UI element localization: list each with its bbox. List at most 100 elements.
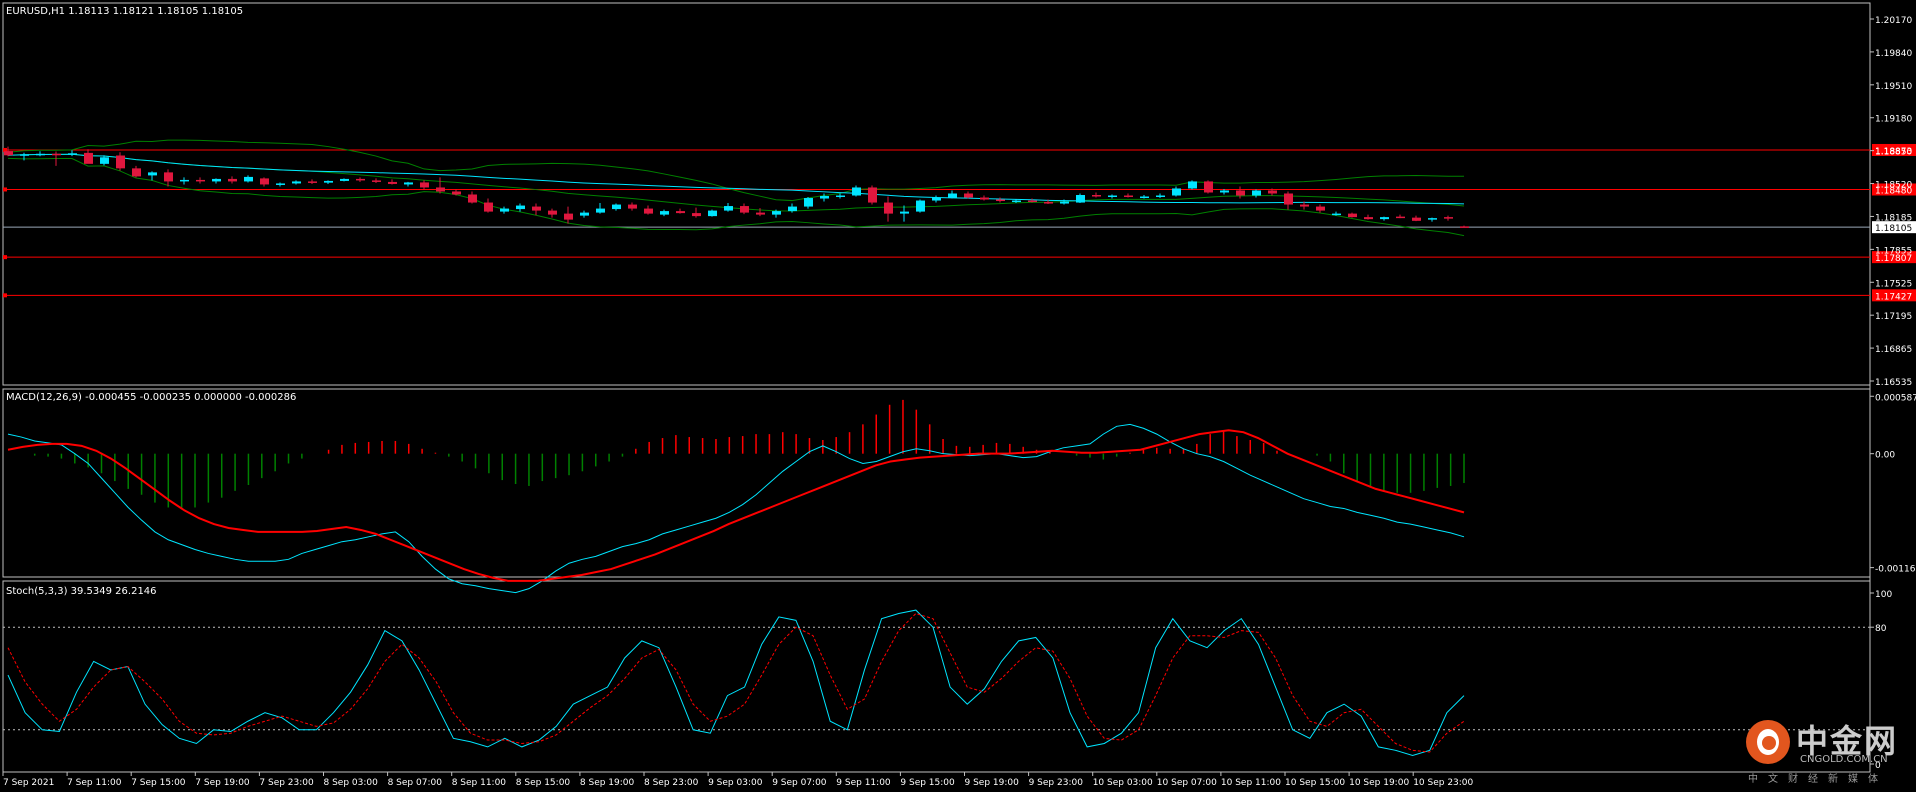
macd-pane-marks bbox=[7, 399, 1465, 594]
bollinger-upper-line bbox=[7, 139, 1465, 202]
macd-tick-label: -0.001165 bbox=[1875, 565, 1916, 575]
candle-body bbox=[1460, 226, 1469, 228]
candle-body bbox=[1428, 218, 1437, 220]
candle-body bbox=[468, 194, 477, 203]
time-tick-label: 8 Sep 19:00 bbox=[580, 778, 635, 788]
candle-body bbox=[1172, 188, 1181, 196]
candle-body bbox=[1364, 217, 1373, 220]
candle-body bbox=[4, 151, 13, 156]
stoch-tick-label: 80 bbox=[1875, 624, 1887, 634]
time-tick-label: 7 Sep 15:00 bbox=[131, 778, 186, 788]
candle-body bbox=[1028, 200, 1037, 203]
stoch-tick-label: 0 bbox=[1875, 761, 1881, 771]
time-tick-label: 8 Sep 15:00 bbox=[516, 778, 571, 788]
candle-body bbox=[84, 152, 93, 164]
stoch-pane-header: Stoch(5,3,3) 39.5349 26.2146 bbox=[6, 586, 157, 597]
candle-body bbox=[36, 153, 45, 156]
candle-body bbox=[1044, 202, 1053, 204]
candle-body bbox=[1284, 193, 1293, 205]
candle-body bbox=[388, 181, 397, 184]
time-tick-label: 9 Sep 19:00 bbox=[965, 778, 1020, 788]
candle-body bbox=[1076, 195, 1085, 203]
candle-body bbox=[372, 180, 381, 182]
macd-tick-label: 0.00 bbox=[1875, 451, 1895, 461]
pane-frame-1 bbox=[2, 2, 1871, 386]
axes: 1.20170 1.19840 1.19510 1.19180 1.18850 1.185… bbox=[2, 16, 1916, 788]
candle-body bbox=[1204, 181, 1213, 193]
candle-body bbox=[500, 208, 509, 212]
candle-body bbox=[724, 206, 733, 211]
time-tick-label: 10 Sep 07:00 bbox=[1157, 778, 1217, 788]
stoch-pane-marks bbox=[3, 609, 1870, 756]
candle-body bbox=[196, 179, 205, 182]
candle-body bbox=[612, 204, 621, 210]
pane-frame-2 bbox=[2, 388, 1871, 578]
candle-body bbox=[596, 208, 605, 213]
time-tick-label: 9 Sep 03:00 bbox=[708, 778, 763, 788]
candle-body bbox=[1444, 217, 1453, 219]
candle-body bbox=[644, 208, 653, 214]
candle-body bbox=[1300, 204, 1309, 207]
macd-main-line bbox=[7, 423, 1465, 594]
price-tick-label: 1.17525 bbox=[1875, 279, 1912, 289]
candle-body bbox=[1220, 190, 1229, 193]
candle-body bbox=[868, 187, 877, 203]
price-tick-label: 1.17855 bbox=[1875, 246, 1912, 256]
price-tick-label: 1.18850 bbox=[1875, 148, 1912, 158]
candle-body bbox=[116, 155, 125, 169]
level-label: 1.17427 bbox=[1875, 292, 1912, 302]
candle-body bbox=[420, 182, 429, 188]
candle-body bbox=[820, 196, 829, 199]
candle-body bbox=[964, 193, 973, 198]
candle-body bbox=[788, 206, 797, 212]
indicator-lines bbox=[7, 139, 1465, 237]
candle-body bbox=[20, 154, 29, 156]
candle-body bbox=[1188, 181, 1197, 189]
candle-body bbox=[1092, 195, 1101, 197]
time-tick-label: 10 Sep 23:00 bbox=[1413, 778, 1473, 788]
macd-tick-label: 0.000587 bbox=[1875, 393, 1916, 403]
candle-body bbox=[660, 211, 669, 215]
candle-body bbox=[1124, 195, 1133, 198]
price-tick-label: 1.19510 bbox=[1875, 82, 1912, 92]
price-tick-label: 1.17195 bbox=[1875, 312, 1912, 322]
level-label-bg bbox=[1872, 289, 1916, 302]
candle-body bbox=[948, 193, 957, 198]
candle-body bbox=[708, 210, 717, 217]
candle-body bbox=[340, 178, 349, 181]
candle-body bbox=[132, 168, 141, 177]
pane-frame-3 bbox=[2, 580, 1871, 773]
candle-body bbox=[292, 181, 301, 184]
candle-body bbox=[564, 213, 573, 220]
candle-body bbox=[244, 176, 253, 182]
level-marker bbox=[3, 255, 7, 260]
candle-body bbox=[1268, 190, 1277, 194]
level-marker bbox=[3, 293, 7, 298]
candle-body bbox=[212, 178, 221, 182]
candle-body bbox=[1108, 195, 1117, 198]
candle-body bbox=[1012, 200, 1021, 203]
candle-body bbox=[164, 172, 173, 182]
price-tick-label: 1.19840 bbox=[1875, 49, 1912, 59]
candle-body bbox=[756, 212, 765, 215]
time-tick-label: 10 Sep 15:00 bbox=[1285, 778, 1345, 788]
candle-body bbox=[68, 153, 77, 155]
level-label: 1.17807 bbox=[1875, 254, 1912, 264]
price-tick-label: 1.16865 bbox=[1875, 345, 1912, 355]
time-tick-label: 9 Sep 23:00 bbox=[1029, 778, 1084, 788]
current-price-bg bbox=[1872, 221, 1916, 234]
time-tick-label: 10 Sep 11:00 bbox=[1221, 778, 1281, 788]
moving-average-line bbox=[7, 153, 1465, 205]
time-tick-label: 9 Sep 07:00 bbox=[772, 778, 827, 788]
time-tick-label: 8 Sep 23:00 bbox=[644, 778, 699, 788]
candle-body bbox=[836, 195, 845, 198]
price-tick-label: 1.19180 bbox=[1875, 115, 1912, 125]
candle-body bbox=[1156, 195, 1165, 198]
macd-pane-header: MACD(12,26,9) -0.000455 -0.000235 0.0000… bbox=[6, 392, 296, 403]
time-tick-label: 7 Sep 23:00 bbox=[259, 778, 314, 788]
candles bbox=[4, 146, 1469, 228]
price-tick-label: 1.18185 bbox=[1875, 213, 1912, 223]
candle-body bbox=[932, 197, 941, 201]
candle-body bbox=[324, 180, 333, 183]
